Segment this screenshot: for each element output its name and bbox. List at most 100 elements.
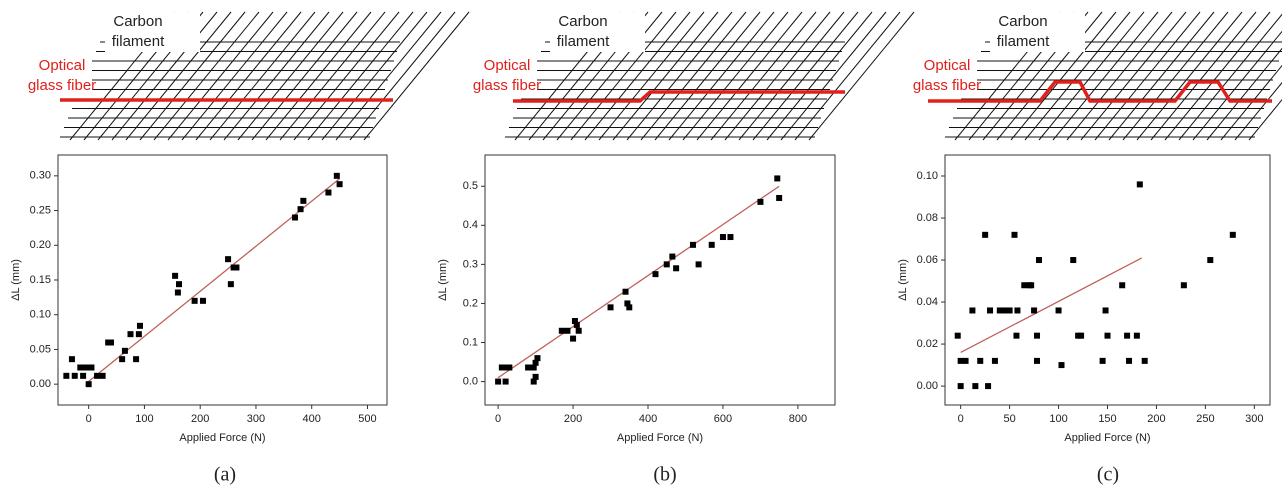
- point: [99, 372, 106, 379]
- point: [1034, 357, 1041, 364]
- point: [525, 364, 532, 371]
- point: [530, 364, 537, 371]
- point: [727, 234, 734, 241]
- point: [136, 322, 143, 329]
- label-bg: [475, 55, 537, 95]
- filament-line: [293, 11, 400, 141]
- point: [1055, 307, 1062, 314]
- fiber-label: Optical: [484, 57, 531, 74]
- filament-line: [696, 11, 803, 141]
- filament-line: [1122, 11, 1229, 141]
- caption: (a): [214, 464, 236, 486]
- filament-line: [612, 11, 719, 141]
- point: [1207, 257, 1214, 264]
- y-tick-label: 0.20: [30, 239, 51, 251]
- filament-line: [1192, 30, 1282, 141]
- filament-line: [139, 11, 246, 141]
- point: [1141, 357, 1148, 364]
- point: [1104, 332, 1111, 339]
- filament-line: [1136, 11, 1243, 141]
- point: [622, 288, 629, 295]
- filament-line: [598, 11, 705, 141]
- point: [495, 378, 502, 385]
- point: [575, 327, 582, 334]
- point: [1021, 282, 1028, 289]
- caption: (b): [653, 464, 676, 486]
- filament-line: [279, 11, 386, 141]
- filament-line: [724, 11, 831, 141]
- plot-frame: [484, 154, 836, 406]
- filament-line: [780, 11, 887, 141]
- point: [624, 300, 631, 307]
- filament-line: [1080, 11, 1187, 141]
- point: [63, 372, 70, 379]
- point: [1014, 307, 1021, 314]
- point: [708, 241, 715, 248]
- point: [1180, 282, 1187, 289]
- y-tick-label: 0.5: [463, 180, 478, 192]
- filament-line: [1066, 11, 1173, 141]
- point: [1099, 357, 1106, 364]
- point: [336, 181, 343, 188]
- point: [972, 383, 979, 390]
- point: [176, 281, 183, 288]
- x-tick-label: 600: [714, 413, 732, 425]
- y-axis-label: ΔL (mm): [437, 259, 449, 301]
- point: [957, 357, 964, 364]
- fiber-label: glass fiber: [913, 77, 981, 94]
- point: [695, 261, 702, 268]
- filament-line: [181, 11, 288, 141]
- x-tick-label: 200: [191, 413, 209, 425]
- filament-line: [1024, 11, 1131, 141]
- filament-line: [738, 11, 845, 141]
- point: [573, 321, 580, 328]
- point: [199, 297, 206, 304]
- point: [530, 378, 537, 385]
- x-tick-label: 100: [1049, 413, 1067, 425]
- point: [77, 364, 84, 371]
- y-axis-label: ΔL (mm): [897, 259, 909, 301]
- caption: (c): [1097, 464, 1119, 486]
- point: [88, 364, 95, 371]
- point: [985, 383, 992, 390]
- x-tick-label: 300: [1245, 413, 1263, 425]
- point: [1006, 307, 1013, 314]
- x-axis-label: Applied Force (N): [617, 432, 703, 444]
- label-bg: [30, 55, 92, 95]
- label-bg: [915, 55, 977, 95]
- filament-line: [1178, 13, 1282, 141]
- point: [1124, 332, 1131, 339]
- point: [71, 372, 78, 379]
- y-tick-label: 0.02: [917, 338, 938, 350]
- filament-label: filament: [112, 33, 165, 50]
- point: [172, 272, 179, 279]
- point: [297, 206, 304, 213]
- point: [1133, 332, 1140, 339]
- filament-label: Carbon: [558, 13, 607, 30]
- point: [669, 253, 676, 260]
- point: [996, 307, 1003, 314]
- point: [1011, 231, 1018, 238]
- point: [506, 364, 513, 371]
- label-bg: [550, 12, 645, 52]
- filament-line: [640, 11, 747, 141]
- filament-line: [1164, 11, 1271, 141]
- fiber-label: Optical: [39, 57, 86, 74]
- point: [174, 289, 181, 296]
- point: [133, 356, 140, 363]
- y-tick-label: 0.30: [30, 170, 51, 182]
- filament-label: filament: [997, 33, 1050, 50]
- point: [774, 175, 781, 182]
- filament-line: [349, 11, 456, 141]
- x-tick-label: 400: [303, 413, 321, 425]
- x-tick-label: 0: [495, 413, 501, 425]
- point: [776, 194, 783, 201]
- point: [987, 307, 994, 314]
- point: [325, 189, 332, 196]
- fit-line: [88, 178, 341, 382]
- point: [991, 357, 998, 364]
- filament-line: [584, 11, 691, 141]
- fiber-label: Optical: [924, 57, 971, 74]
- point: [1013, 332, 1020, 339]
- filament-line: [710, 11, 817, 141]
